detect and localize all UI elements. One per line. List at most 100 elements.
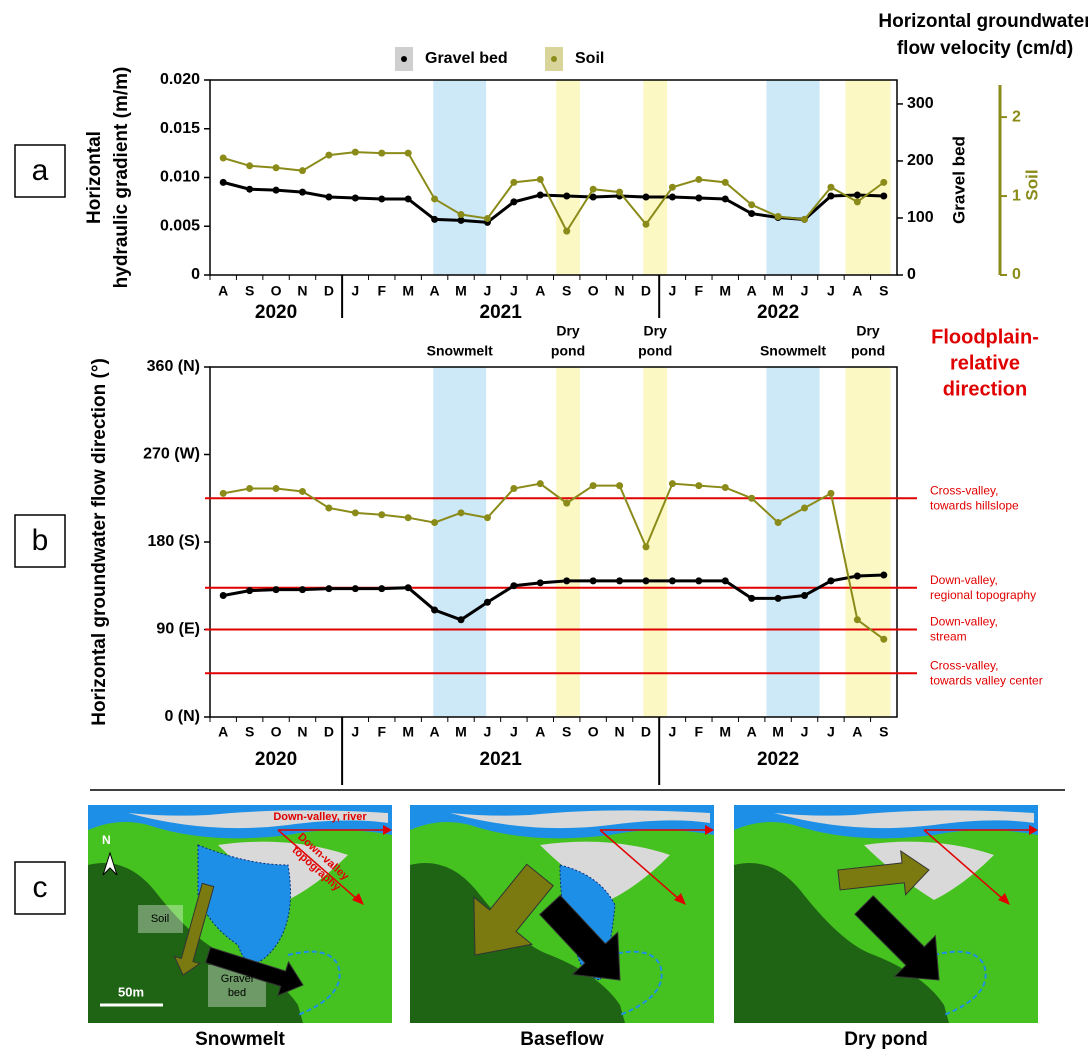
reference-title: Floodplain-	[931, 326, 1039, 348]
data-point	[404, 195, 412, 203]
data-point	[853, 616, 861, 624]
data-point	[695, 194, 703, 202]
y-tick-label: 90 (E)	[156, 621, 200, 638]
y3-tick-label: 0	[1012, 266, 1021, 283]
panel-label: c	[33, 871, 48, 904]
panel-label-box	[14, 514, 66, 568]
period-band	[845, 367, 891, 717]
x-tick-label: J	[351, 283, 359, 299]
x-tick-label: J	[669, 283, 677, 299]
x-tick-label: J	[669, 724, 677, 740]
gravel-bar	[450, 810, 710, 900]
scale-label: 50m	[118, 984, 144, 999]
reference-label: stream	[930, 630, 967, 644]
y-tick-label: 0.015	[160, 120, 200, 137]
data-point	[325, 504, 333, 512]
data-point	[483, 514, 491, 522]
data-point	[827, 192, 835, 200]
data-point	[616, 188, 624, 196]
reference-label: towards valley center	[930, 673, 1043, 687]
data-point	[457, 509, 465, 517]
stream	[287, 950, 341, 1016]
data-point	[378, 195, 386, 203]
data-point	[536, 191, 544, 199]
x-tick-label: A	[852, 724, 862, 740]
y3-tick-label: 1	[1012, 187, 1021, 204]
y-tick-label: 270 (W)	[143, 446, 200, 463]
panel-label: a	[32, 154, 49, 187]
y-tick-label: 0.005	[160, 217, 200, 234]
data-point	[404, 584, 412, 592]
data-point	[510, 178, 518, 186]
x-tick-label: D	[324, 724, 334, 740]
x-tick-label: J	[801, 283, 809, 299]
x-tick-label: D	[324, 283, 334, 299]
data-point	[483, 214, 491, 222]
arrowhead	[998, 893, 1010, 905]
x-tick-label: O	[588, 724, 599, 740]
period-label: Snowmelt	[760, 343, 826, 359]
y-tick-label: 360 (N)	[147, 358, 200, 375]
x-tick-label: N	[297, 724, 307, 740]
data-point	[563, 192, 571, 200]
x-tick-label: A	[218, 283, 228, 299]
period-label: Dry	[556, 323, 580, 339]
reference-label: regional topography	[930, 588, 1036, 602]
data-point	[536, 175, 544, 183]
pond	[197, 844, 291, 964]
data-point	[801, 591, 809, 599]
data-point	[827, 577, 835, 585]
y2-tick-label: 0	[907, 266, 916, 283]
data-point	[246, 587, 254, 595]
data-point	[510, 198, 518, 206]
period-band	[845, 80, 891, 275]
data-point	[668, 193, 676, 201]
x-tick-label: A	[218, 724, 228, 740]
panel-label-box	[14, 144, 66, 198]
x-tick-label: J	[827, 724, 835, 740]
x-tick-label: M	[719, 724, 731, 740]
data-point	[431, 215, 439, 223]
data-point	[748, 594, 756, 602]
x-tick-label: J	[484, 283, 492, 299]
data-point	[721, 577, 729, 585]
data-point	[853, 198, 861, 206]
x-tick-label: M	[772, 283, 784, 299]
map-title: Baseflow	[520, 1029, 604, 1050]
data-point	[563, 227, 571, 235]
data-point	[748, 201, 756, 209]
flow-arrow	[539, 894, 621, 981]
data-point	[351, 148, 359, 156]
data-point	[774, 594, 782, 602]
series-line	[222, 573, 884, 622]
arrowhead	[352, 893, 364, 905]
flow-arrow	[837, 849, 930, 896]
data-point	[880, 571, 888, 579]
data-point	[219, 154, 227, 162]
x-tick-label: M	[402, 724, 414, 740]
period-band	[556, 367, 580, 717]
arrowhead	[705, 825, 714, 835]
panel-label-box	[14, 861, 66, 915]
data-point	[378, 511, 386, 519]
data-point	[880, 178, 888, 186]
data-point	[563, 577, 571, 585]
reference-label: Cross-valley,	[930, 483, 998, 497]
map-title: Dry pond	[844, 1029, 927, 1050]
period-label: pond	[851, 343, 885, 359]
x-tick-label: D	[641, 283, 651, 299]
data-point	[721, 178, 729, 186]
stream	[933, 950, 987, 1016]
data-point	[880, 192, 888, 200]
map-title: Snowmelt	[195, 1029, 285, 1050]
topography-direction	[599, 829, 681, 901]
data-point	[404, 149, 412, 157]
soil-label: Soil	[151, 913, 169, 925]
x-tick-label: J	[827, 283, 835, 299]
reference-label: Down-valley,	[930, 573, 998, 587]
data-point	[510, 582, 518, 590]
reference-title: relative	[950, 352, 1020, 374]
data-point	[695, 577, 703, 585]
year-label: 2022	[757, 302, 799, 323]
